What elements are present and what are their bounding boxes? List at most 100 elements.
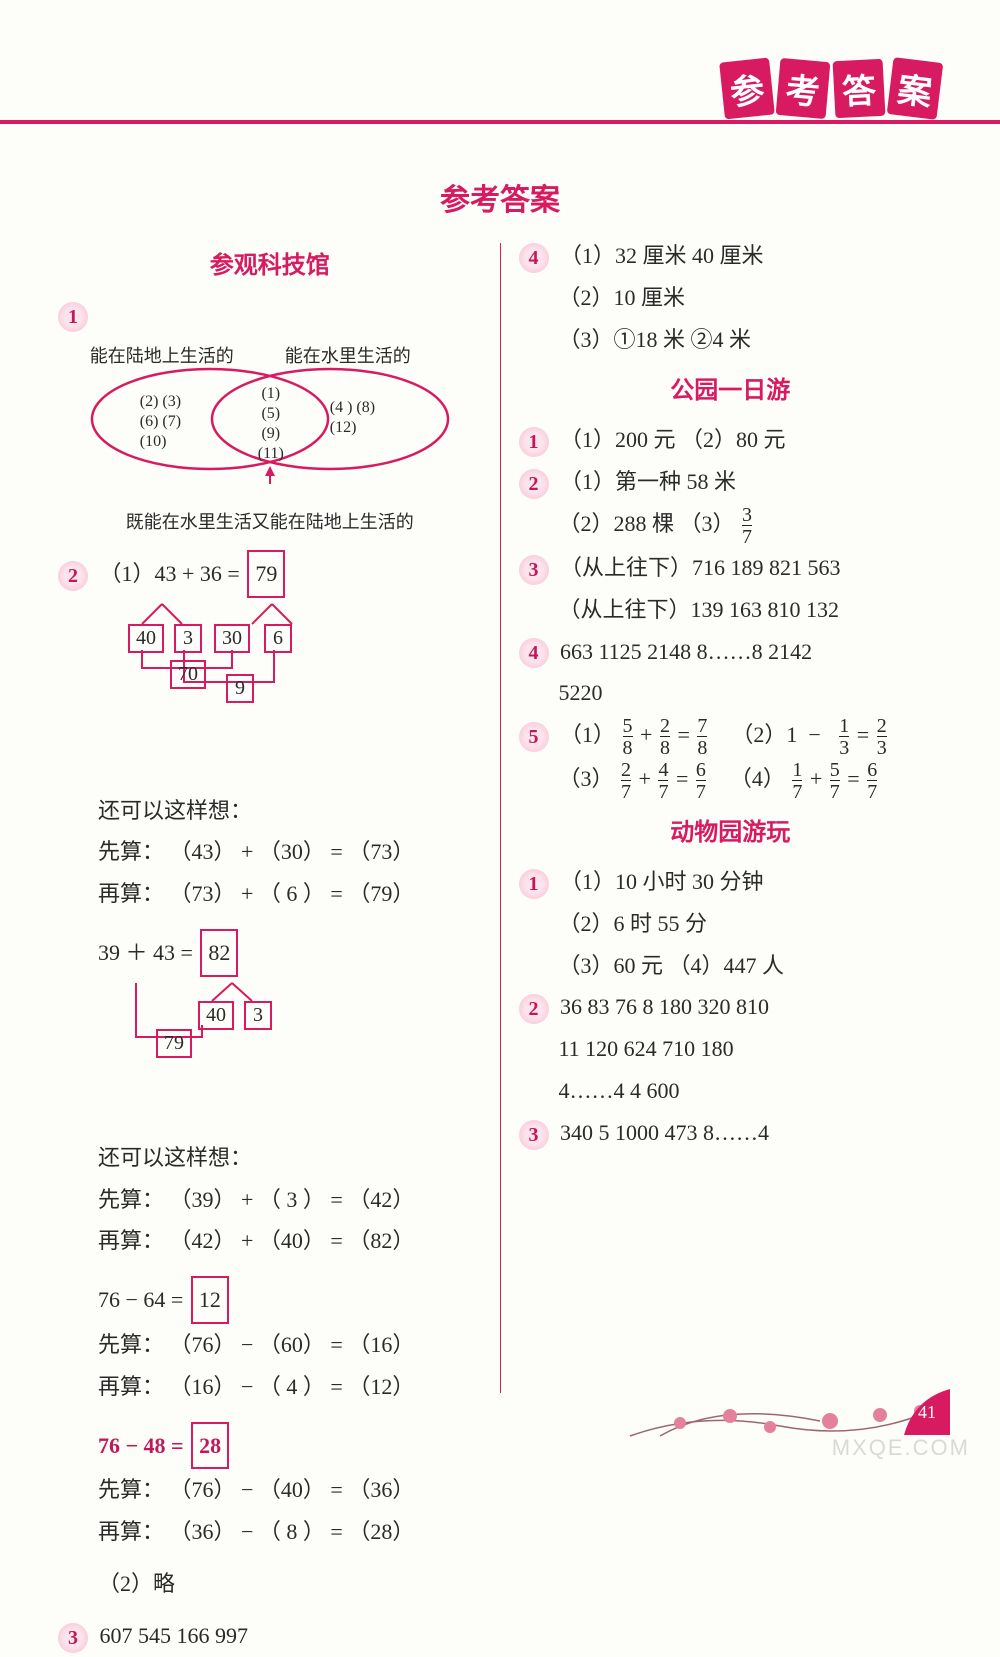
numerator: 1 — [792, 760, 802, 780]
question-number-badge: 2 — [519, 469, 549, 499]
text-line: （3） 27 + 47 = 67 （4） 17 + 57 = 67 — [559, 758, 947, 802]
text-line: 再算： （16） − （ 4 ） = （12） — [98, 1366, 486, 1408]
numerator: 5 — [830, 760, 840, 780]
box: 40 — [128, 624, 164, 653]
text-line: （从上往下）139 163 810 132 — [559, 589, 947, 631]
text-line: （2）10 厘米 — [559, 277, 947, 319]
fraction: 37 — [742, 505, 752, 547]
text-line: 先算： （39） + （ 3 ） = （42） — [98, 1179, 486, 1221]
box: 79 — [156, 1029, 192, 1058]
denominator: 7 — [792, 780, 802, 802]
numerator: 4 — [658, 760, 668, 780]
header-char: 参 — [719, 58, 775, 120]
text-line: （2）6 时 55 分 — [559, 903, 947, 945]
fraction: 57 — [830, 760, 840, 802]
answer-text: （1）32 厘米 40 厘米 — [560, 243, 764, 268]
header-char: 答 — [833, 59, 886, 119]
op: + — [640, 722, 658, 747]
page-number-text: 41 — [918, 1402, 936, 1423]
op: + — [810, 766, 828, 791]
box: 3 — [244, 1001, 272, 1030]
section-title: 参观科技馆 — [54, 245, 486, 280]
box: 40 — [198, 1001, 234, 1030]
fraction: 67 — [867, 760, 877, 802]
expr-line: 39 ＋ 43 = 82 — [98, 929, 486, 977]
fraction: 47 — [658, 760, 668, 802]
venn-set-right: (4 ) (8) (12) — [330, 398, 375, 438]
eq-prefix: （3） — [559, 766, 614, 791]
fraction: 67 — [696, 760, 706, 802]
question: 2 36 83 76 8 180 320 810 — [519, 986, 947, 1028]
question: 3 607 545 166 997 — [58, 1615, 486, 1657]
question-number-badge: 4 — [519, 243, 549, 273]
header-rule — [0, 120, 1000, 124]
expr-line: 76 − 64 = 12 — [98, 1276, 486, 1324]
eq-sign: = — [677, 722, 695, 747]
denominator: 8 — [623, 736, 633, 758]
box: 30 — [214, 624, 250, 653]
fraction: 17 — [792, 760, 802, 802]
question: 3 340 5 1000 473 8……4 — [519, 1112, 947, 1154]
eq-sign: = — [676, 766, 694, 791]
header-banner: 参 考 答 案 — [722, 60, 940, 117]
op: + — [639, 766, 657, 791]
page-title: 参考答案 — [0, 175, 1000, 219]
text-line: （3）60 元 （4）447 人 — [559, 945, 947, 987]
eq-sign: = — [847, 766, 865, 791]
question: 2 （1）43 + 36 = 79 — [58, 550, 486, 598]
numerator: 6 — [696, 760, 706, 780]
answer-text: 36 83 76 8 180 320 810 — [560, 994, 769, 1019]
box: 70 — [170, 660, 206, 689]
venn-diagram: 能在陆地上生活的 能在水里生活的 (2) (3) (6) (7) (10) (1… — [80, 342, 460, 502]
numerator: 6 — [867, 760, 877, 780]
numerator: 2 — [877, 716, 887, 736]
numerator: 7 — [697, 716, 707, 736]
fraction: 58 — [623, 716, 633, 758]
numerator: 2 — [621, 760, 631, 780]
denominator: 7 — [742, 525, 752, 547]
watermark: MXQE.COM — [832, 1435, 970, 1461]
decomposition-tree: 40 3 30 6 70 9 — [114, 598, 486, 790]
denominator: 3 — [839, 736, 849, 758]
answer-box: 12 — [191, 1276, 229, 1324]
section-title: 动物园游玩 — [515, 812, 947, 847]
eq-sign: = — [857, 722, 875, 747]
fraction: 28 — [660, 716, 670, 758]
denominator: 7 — [621, 780, 631, 802]
venn-set-mid: (1) (5) (9) (11) — [258, 384, 284, 464]
denominator: 7 — [867, 780, 877, 802]
question: 5 （1） 58 + 28 = 78 （2）1 − 13 = 23 — [519, 714, 947, 758]
denominator: 8 — [697, 736, 707, 758]
decomposition-tree: 40 3 79 — [114, 977, 486, 1137]
question: 1 （1）200 元 （2）80 元 — [519, 419, 947, 461]
question: 2 （1）第一种 58 米 — [519, 461, 947, 503]
text-line: 5220 — [559, 672, 947, 714]
left-column: 参观科技馆 1 能在陆地上生活的 能在水里生活的 (2) (3) (6) (7)… — [40, 235, 500, 1401]
venn-caption: 既能在水里生活又能在陆地上生活的 — [54, 508, 486, 534]
right-column: 4 （1）32 厘米 40 厘米 （2）10 厘米 （3）①18 米 ②4 米 … — [501, 235, 961, 1401]
text-line: 11 120 624 710 180 — [559, 1028, 947, 1070]
fraction: 13 — [839, 716, 849, 758]
text-line: 先算： （76） − （60） = （16） — [98, 1324, 486, 1366]
expr: 76 − 48 = — [98, 1433, 184, 1458]
answer-text: （1）第一种 58 米 — [560, 469, 736, 494]
expr: 39 ＋ 43 = — [98, 940, 193, 965]
text-line: 再算： （42） + （40） = （82） — [98, 1220, 486, 1262]
numerator: 5 — [623, 716, 633, 736]
answer-text: （从上往下）716 189 821 563 — [560, 555, 841, 580]
question-number-badge: 5 — [519, 722, 549, 752]
box: 9 — [226, 674, 254, 703]
question-number-badge: 3 — [519, 555, 549, 585]
question-number-badge: 1 — [519, 869, 549, 899]
text-line: 先算： （76） − （40） = （36） — [98, 1469, 486, 1511]
fraction: 23 — [877, 716, 887, 758]
question: 3 （从上往下）716 189 821 563 — [519, 547, 947, 589]
box: 3 — [174, 624, 202, 653]
text-line: 4……4 4 600 — [559, 1070, 947, 1112]
question-number-badge: 1 — [519, 427, 549, 457]
text-line: （2）略 — [98, 1563, 486, 1605]
question: 4 663 1125 2148 8……8 2142 — [519, 631, 947, 673]
question-number-badge: 1 — [58, 302, 88, 332]
box: 6 — [264, 624, 292, 653]
answer-text: 340 5 1000 473 8……4 — [560, 1120, 769, 1145]
